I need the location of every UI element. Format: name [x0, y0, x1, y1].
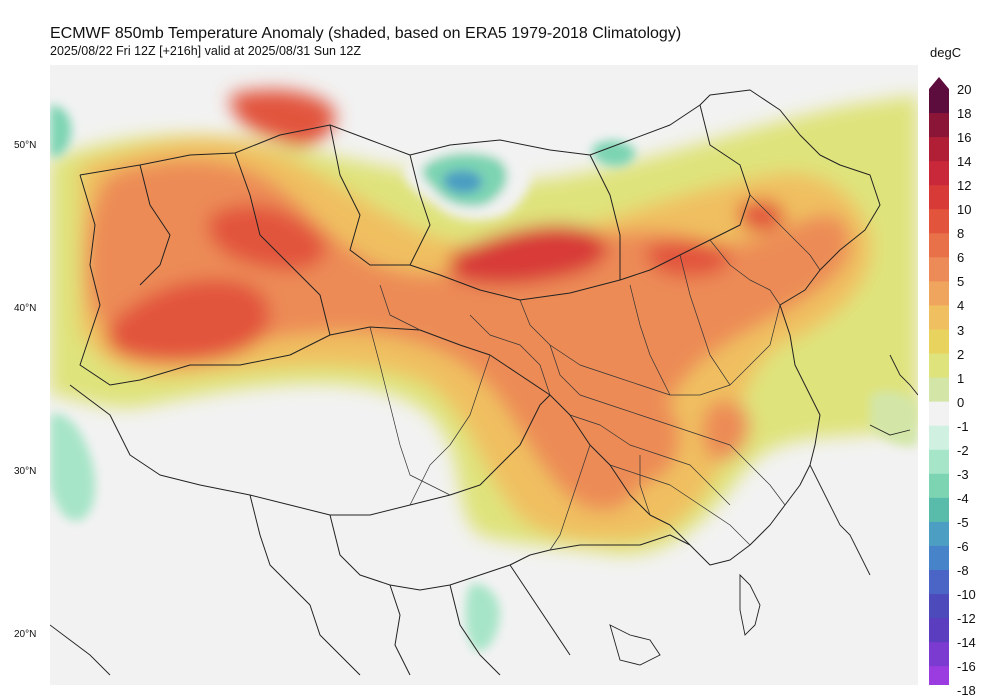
colorbar-swatch: [929, 353, 949, 379]
colorbar-swatch: [929, 594, 949, 619]
colorbar-swatch: [929, 666, 949, 685]
colorbar-tick-label: 10: [957, 202, 972, 218]
colorbar-tick-label: -5: [957, 514, 969, 530]
latitude-label-40n: 40°N: [14, 303, 37, 314]
colorbar-tick-label: -10: [957, 587, 976, 603]
colorbar: [929, 77, 949, 685]
colorbar-tick-label: -18: [957, 683, 976, 698]
colorbar-swatch: [929, 113, 949, 138]
colorbar-swatch: [929, 161, 949, 186]
anomaly-shading: [50, 89, 918, 555]
colorbar-swatch: [929, 377, 949, 403]
colorbar-swatch: [929, 618, 949, 643]
colorbar-swatch: [929, 209, 949, 234]
colorbar-swatch: [929, 89, 949, 114]
colorbar-swatch: [929, 545, 949, 571]
coastlines: [50, 354, 918, 676]
colorbar-swatch: [929, 642, 949, 667]
colorbar-swatch: [929, 401, 949, 427]
colorbar-swatch: [929, 329, 949, 355]
colorbar-tick-label: -14: [957, 635, 976, 651]
colorbar-swatch: [929, 257, 949, 282]
colorbar-tick-label: -4: [957, 490, 969, 506]
latitude-label-20n: 20°N: [14, 629, 37, 640]
colorbar-top-arrow: [929, 77, 949, 89]
colorbar-swatch: [929, 449, 949, 475]
colorbar-tick-label: -8: [957, 563, 969, 578]
colorbar-swatch: [929, 305, 949, 330]
colorbar-tick-label: -3: [957, 466, 969, 482]
colorbar-swatch: [929, 233, 949, 258]
colorbar-swatch: [929, 137, 949, 162]
colorbar-unit: degC: [930, 45, 962, 60]
colorbar-tick-label: 5: [957, 274, 965, 290]
colorbar-tick-label: 20: [957, 82, 972, 97]
colorbar-swatch: [929, 185, 949, 210]
colorbar-tick-label: 0: [957, 394, 965, 410]
province-borders: [369, 194, 821, 551]
colorbar-swatch: [929, 570, 949, 595]
colorbar-swatch: [929, 473, 949, 499]
colorbar-tick-label: 4: [957, 298, 965, 314]
latitude-label-50n: 50°N: [14, 140, 37, 151]
colorbar-tick-label: 2: [957, 346, 965, 362]
colorbar-tick-label: 16: [957, 130, 972, 146]
colorbar-swatch: [929, 281, 949, 306]
colorbar-tick-label: -16: [957, 659, 976, 675]
colorbar-tick-label: -2: [957, 442, 969, 458]
colorbar-tick-label: -12: [957, 611, 976, 627]
colorbar-swatch: [929, 497, 949, 523]
colorbar-tick-label: 6: [957, 250, 965, 266]
colorbar-swatch: [929, 425, 949, 451]
colorbar-tick-label: 18: [957, 106, 972, 122]
colorbar-tick-label: 8: [957, 226, 965, 242]
map-subtitle: 2025/08/22 Fri 12Z [+216h] valid at 2025…: [50, 44, 361, 58]
colorbar-tick-label: -6: [957, 538, 969, 554]
colorbar-swatch: [929, 521, 949, 547]
colorbar-tick-label: 3: [957, 322, 965, 338]
colorbar-tick-label: 12: [957, 178, 972, 194]
anomaly-map: [50, 65, 918, 685]
colorbar-tick-label: -1: [957, 418, 969, 434]
cold-anomaly-shading: [50, 105, 918, 651]
map-title: ECMWF 850mb Temperature Anomaly (shaded,…: [50, 25, 682, 42]
colorbar-tick-label: 14: [957, 154, 972, 170]
colorbar-tick-label: 1: [957, 370, 965, 386]
country-borders: [69, 89, 881, 676]
latitude-label-30n: 30°N: [14, 466, 37, 477]
